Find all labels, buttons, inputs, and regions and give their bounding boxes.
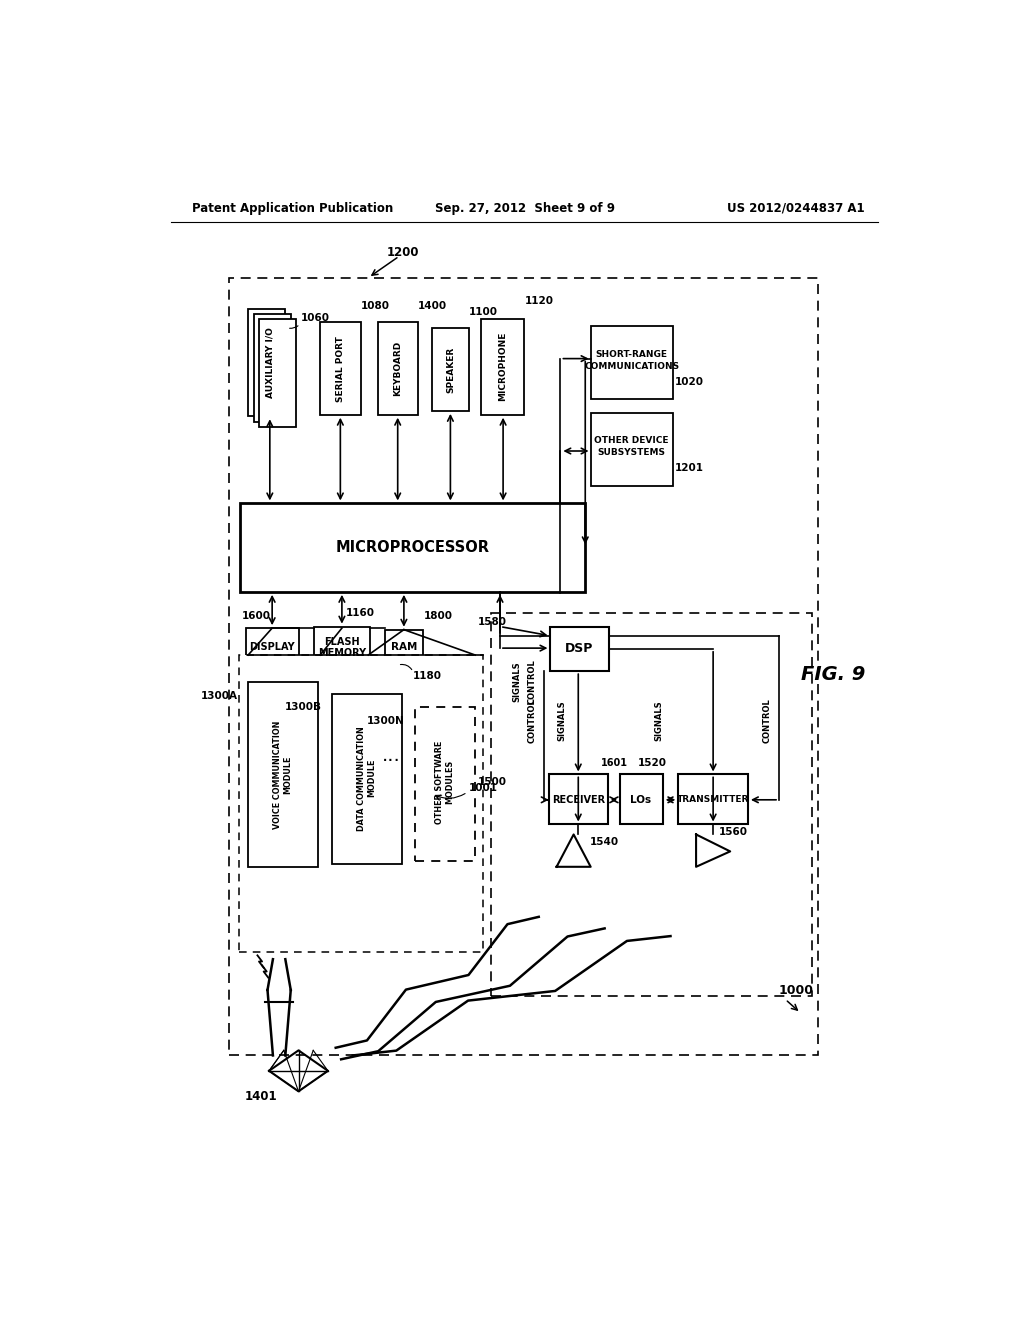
Bar	[621, 775, 663, 825]
Text: RAM: RAM	[391, 643, 417, 652]
Bar	[432, 327, 469, 411]
Text: 1560: 1560	[719, 828, 748, 837]
Text: AUXILIARY I/O: AUXILIARY I/O	[265, 327, 274, 397]
Text: MEMORY: MEMORY	[317, 648, 366, 657]
Text: CONTROL: CONTROL	[528, 698, 537, 743]
Text: DSP: DSP	[565, 643, 593, 656]
Bar	[248, 309, 286, 416]
Bar	[592, 326, 673, 400]
Text: 1540: 1540	[590, 837, 620, 847]
Text: 1000: 1000	[779, 983, 814, 997]
Bar	[254, 314, 291, 422]
Bar	[228, 277, 818, 1056]
Text: 1601: 1601	[601, 758, 628, 768]
Text: SERIAL PORT: SERIAL PORT	[336, 335, 345, 401]
Text: Patent Application Publication: Patent Application Publication	[191, 202, 393, 215]
Bar	[246, 628, 299, 665]
Text: US 2012/0244837 A1: US 2012/0244837 A1	[727, 202, 864, 215]
Text: DISPLAY: DISPLAY	[249, 642, 295, 652]
Bar	[259, 319, 296, 428]
Text: 1300N: 1300N	[367, 715, 404, 726]
Text: 1100: 1100	[469, 308, 498, 317]
Bar	[415, 706, 475, 861]
Bar	[332, 693, 401, 865]
Text: 1080: 1080	[360, 301, 389, 312]
Text: 1200: 1200	[387, 246, 420, 259]
Text: FLASH: FLASH	[324, 638, 359, 647]
Text: ...: ...	[382, 746, 400, 764]
Text: 1180: 1180	[414, 671, 442, 681]
Bar	[248, 682, 317, 867]
Text: FIG. 9: FIG. 9	[801, 665, 865, 684]
Text: OTHER DEVICE: OTHER DEVICE	[595, 437, 669, 445]
Text: CONTROL: CONTROL	[528, 660, 537, 705]
Text: COMMUNICATIONS: COMMUNICATIONS	[584, 362, 679, 371]
Bar	[678, 775, 748, 825]
Text: LOs: LOs	[631, 795, 651, 805]
Text: SPEAKER: SPEAKER	[445, 346, 455, 392]
Text: 1800: 1800	[424, 611, 453, 620]
Text: 1400: 1400	[418, 301, 446, 312]
Text: 1201: 1201	[675, 463, 705, 473]
Bar	[241, 503, 586, 591]
Text: DATA COMMUNICATION
MODULE: DATA COMMUNICATION MODULE	[357, 726, 377, 830]
Text: 1160: 1160	[346, 607, 375, 618]
Text: SHORT-RANGE: SHORT-RANGE	[596, 350, 668, 359]
Bar	[314, 627, 370, 671]
Text: MICROPHONE: MICROPHONE	[499, 331, 508, 401]
Text: 1500: 1500	[478, 777, 507, 787]
Bar	[550, 627, 608, 671]
Text: SIGNALS: SIGNALS	[557, 700, 566, 741]
Text: KEYBOARD: KEYBOARD	[393, 341, 402, 396]
Text: SIGNALS: SIGNALS	[513, 661, 521, 702]
Text: 1401: 1401	[245, 1090, 278, 1102]
Bar	[592, 413, 673, 486]
Text: SIGNALS: SIGNALS	[654, 700, 664, 741]
Text: OTHER SOFTWARE
MODULES: OTHER SOFTWARE MODULES	[434, 741, 454, 824]
Bar	[549, 775, 607, 825]
Bar	[385, 630, 423, 664]
Text: VOICE COMMUNICATION
MODULE: VOICE COMMUNICATION MODULE	[273, 721, 293, 829]
Bar	[239, 655, 483, 952]
Text: RECEIVER: RECEIVER	[552, 795, 605, 805]
Bar	[490, 612, 812, 997]
Text: 1300B: 1300B	[285, 702, 322, 711]
Text: 1060: 1060	[301, 313, 330, 323]
Text: MICROPROCESSOR: MICROPROCESSOR	[336, 540, 489, 554]
Bar	[321, 322, 360, 414]
Text: Sep. 27, 2012  Sheet 9 of 9: Sep. 27, 2012 Sheet 9 of 9	[435, 202, 614, 215]
Text: TRANSMITTER: TRANSMITTER	[677, 796, 750, 804]
Text: CONTROL: CONTROL	[763, 698, 772, 743]
Text: SUBSYSTEMS: SUBSYSTEMS	[598, 447, 666, 457]
Text: 1580: 1580	[478, 616, 507, 627]
Text: 1520: 1520	[638, 758, 667, 768]
Text: 1120: 1120	[524, 296, 554, 306]
Bar	[481, 318, 524, 414]
Text: 1020: 1020	[675, 376, 705, 387]
Text: 1300A: 1300A	[201, 690, 238, 701]
Text: 1001: 1001	[469, 783, 498, 793]
Bar	[378, 322, 418, 414]
Text: 1600: 1600	[242, 611, 270, 620]
